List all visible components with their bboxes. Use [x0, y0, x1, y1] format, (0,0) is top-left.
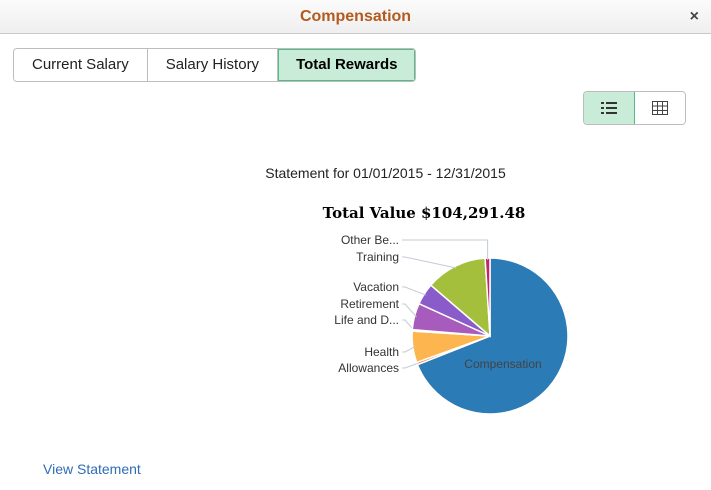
- close-icon[interactable]: ×: [689, 8, 699, 25]
- tab-group: Current Salary Salary History Total Rewa…: [13, 48, 417, 82]
- slice-label: Life and D...: [334, 313, 399, 327]
- leader-line: [402, 286, 427, 296]
- tab-current-salary[interactable]: Current Salary: [14, 49, 148, 81]
- chart-title: Total Value $104,291.48: [322, 204, 526, 222]
- leader-line: [402, 256, 457, 269]
- view-toggle: [583, 91, 686, 125]
- pie-slice-compensation[interactable]: [416, 257, 569, 415]
- view-statement-link[interactable]: View Statement: [43, 461, 141, 477]
- slice-label: Other Be...: [341, 233, 399, 247]
- dialog-header: Compensation ×: [0, 0, 711, 34]
- leader-line: [402, 319, 415, 331]
- slice-label: Training: [356, 250, 399, 264]
- slice-label: Allowances: [338, 361, 399, 375]
- statement-period: Statement for 01/01/2015 - 12/31/2015: [265, 165, 506, 181]
- slice-label: Retirement: [340, 297, 399, 311]
- slice-label: Vacation: [353, 280, 399, 294]
- leader-line: [402, 303, 417, 318]
- dialog-title: Compensation: [299, 8, 412, 25]
- list-icon: [601, 102, 617, 114]
- slice-label: Compensation: [464, 357, 541, 371]
- tab-salary-history[interactable]: Salary History: [147, 49, 279, 81]
- tab-total-rewards[interactable]: Total Rewards: [278, 49, 416, 81]
- slice-label: Health: [364, 345, 399, 359]
- grid-icon: [652, 101, 668, 115]
- leader-line: [402, 346, 415, 353]
- list-view-button[interactable]: [584, 92, 635, 124]
- pie-slice-training[interactable]: [429, 257, 491, 338]
- grid-view-button[interactable]: [635, 92, 685, 124]
- leader-line: [402, 362, 420, 369]
- leader-line: [402, 239, 489, 261]
